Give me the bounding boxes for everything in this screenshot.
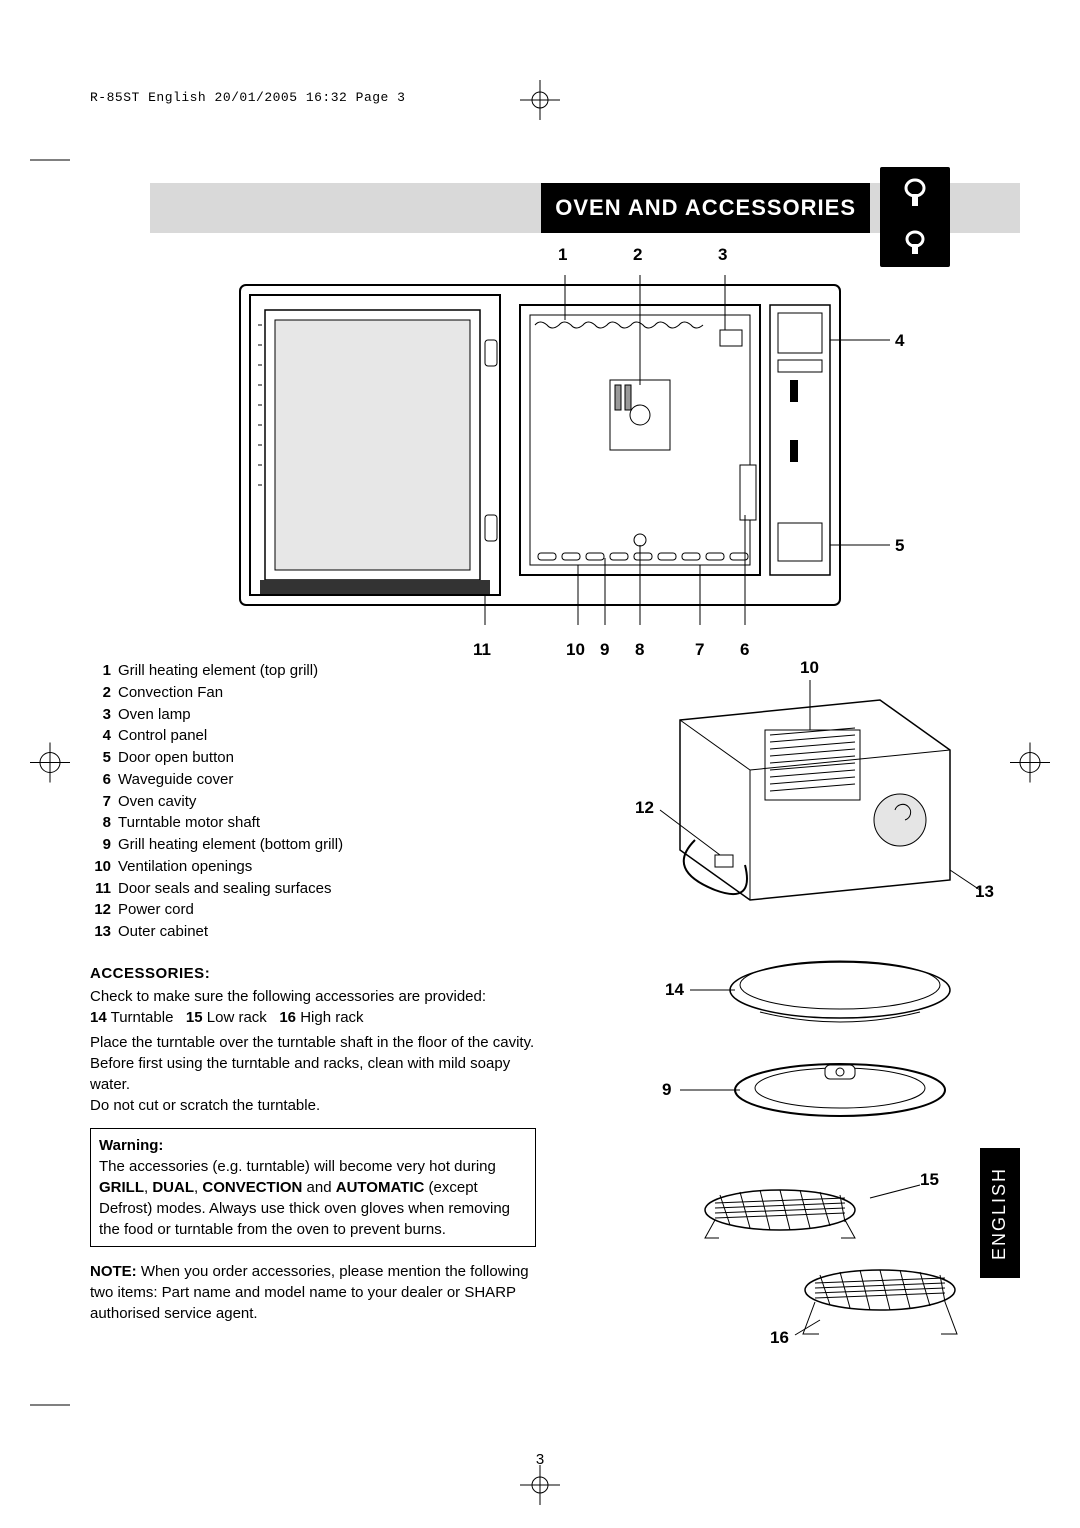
parts-row: 4Control panel <box>90 725 536 747</box>
part-label: Ventilation openings <box>118 856 252 878</box>
parts-row: 2Convection Fan <box>90 682 536 704</box>
document-header: R-85ST English 20/01/2005 16:32 Page 3 <box>90 90 990 105</box>
parts-row: 6Waveguide cover <box>90 769 536 791</box>
parts-row: 10Ventilation openings <box>90 856 536 878</box>
parts-row: 1Grill heating element (top grill) <box>90 660 536 682</box>
part-label: Door seals and sealing surfaces <box>118 878 331 900</box>
parts-list: 1Grill heating element (top grill)2Conve… <box>90 660 536 943</box>
part-number: 6 <box>90 769 118 791</box>
warning-box: Warning: The accessories (e.g. turntable… <box>90 1128 536 1247</box>
parts-row: 5Door open button <box>90 747 536 769</box>
callout-10: 10 <box>566 640 585 660</box>
part-number: 7 <box>90 791 118 813</box>
callout-9b: 9 <box>662 1080 671 1100</box>
callout-5: 5 <box>895 536 904 556</box>
part-number: 11 <box>90 878 118 900</box>
parts-row: 13Outer cabinet <box>90 921 536 943</box>
part-number: 4 <box>90 725 118 747</box>
part-number: 10 <box>90 856 118 878</box>
part-label: Control panel <box>118 725 207 747</box>
part-number: 1 <box>90 660 118 682</box>
crop-mark <box>1010 743 1050 786</box>
crop-mark <box>30 1385 70 1428</box>
page-title: OVEN AND ACCESSORIES <box>541 183 870 233</box>
part-label: Turntable motor shaft <box>118 812 260 834</box>
title-bar: OVEN AND ACCESSORIES <box>90 175 990 235</box>
callout-15: 15 <box>920 1170 939 1190</box>
parts-row: 7Oven cavity <box>90 791 536 813</box>
part-label: Convection Fan <box>118 682 223 704</box>
callout-3: 3 <box>718 245 727 265</box>
part-label: Oven cavity <box>118 791 196 813</box>
part-label: Grill heating element (bottom grill) <box>118 834 343 856</box>
callout-1: 1 <box>558 245 567 265</box>
callout-16: 16 <box>770 1328 789 1348</box>
accessories-heading: ACCESSORIES: <box>90 965 536 982</box>
oven-back-diagram: 10 12 13 <box>620 660 990 920</box>
accessories-inline: 14 Turntable 15 Low rack 16 High rack <box>90 1007 536 1028</box>
part-label: Oven lamp <box>118 704 191 726</box>
callout-12: 12 <box>635 798 654 818</box>
crop-mark <box>520 1465 560 1508</box>
callout-11: 11 <box>473 640 491 660</box>
warning-heading: Warning: <box>99 1137 163 1154</box>
parts-row: 11Door seals and sealing surfaces <box>90 878 536 900</box>
part-number: 8 <box>90 812 118 834</box>
part-number: 2 <box>90 682 118 704</box>
crop-mark <box>30 743 70 786</box>
part-label: Waveguide cover <box>118 769 233 791</box>
language-tab: ENGLISH <box>980 1148 1020 1278</box>
oven-front-diagram: 1 2 3 4 5 11 10 9 8 7 6 <box>180 265 900 635</box>
part-label: Power cord <box>118 899 194 921</box>
callout-4: 4 <box>895 331 904 351</box>
callout-7: 7 <box>695 640 704 660</box>
part-number: 12 <box>90 899 118 921</box>
part-number: 9 <box>90 834 118 856</box>
part-number: 5 <box>90 747 118 769</box>
callout-13: 13 <box>975 882 994 902</box>
crop-mark <box>30 140 70 183</box>
part-label: Grill heating element (top grill) <box>118 660 318 682</box>
parts-row: 12Power cord <box>90 899 536 921</box>
parts-row: 9Grill heating element (bottom grill) <box>90 834 536 856</box>
callout-14: 14 <box>665 980 684 1000</box>
page-number: 3 <box>0 1451 1080 1468</box>
parts-row: 8Turntable motor shaft <box>90 812 536 834</box>
callout-6: 6 <box>740 640 749 660</box>
title-icon <box>880 167 950 267</box>
note-text: NOTE: When you order accessories, please… <box>90 1261 536 1324</box>
accessories-diagram: 14 9 15 16 <box>620 930 990 1350</box>
callout-8: 8 <box>635 640 644 660</box>
accessories-text: Check to make sure the following accesso… <box>90 986 536 1116</box>
part-number: 3 <box>90 704 118 726</box>
parts-row: 3Oven lamp <box>90 704 536 726</box>
part-label: Outer cabinet <box>118 921 208 943</box>
part-number: 13 <box>90 921 118 943</box>
part-label: Door open button <box>118 747 234 769</box>
callout-9: 9 <box>600 640 609 660</box>
callout-2: 2 <box>633 245 642 265</box>
callout-10b: 10 <box>800 658 819 678</box>
